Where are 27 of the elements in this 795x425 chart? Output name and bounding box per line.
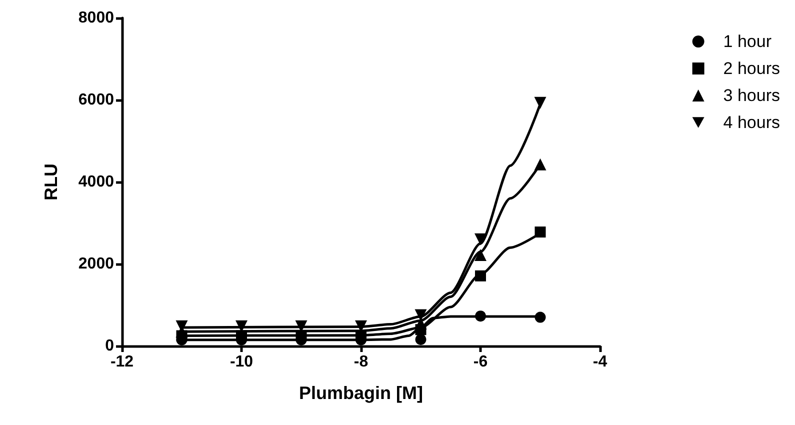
x-tick-label: -10 — [230, 354, 254, 370]
y-tick-label: 6000 — [78, 92, 114, 108]
point — [415, 334, 426, 345]
legend-label: 2 hours — [723, 59, 780, 78]
x-tick-label: -12 — [110, 354, 134, 370]
y-tick-label: 0 — [105, 338, 114, 354]
x-axis-title: Plumbagin [M] — [299, 383, 423, 403]
y-tick-label: 4000 — [78, 174, 114, 190]
legend-label: 1 hour — [723, 32, 772, 51]
legend-label: 4 hours — [723, 113, 780, 132]
y-tick-label: 2000 — [78, 256, 114, 272]
x-tick-label: -4 — [592, 354, 608, 370]
point — [534, 96, 546, 109]
y-tick-label: 8000 — [78, 10, 114, 26]
point — [534, 312, 546, 323]
point — [475, 270, 486, 282]
legend-label: 3 hours — [723, 86, 780, 105]
point — [534, 226, 546, 238]
x-tick-label: -6 — [473, 354, 488, 370]
x-tick-label: -8 — [354, 354, 368, 370]
point — [474, 233, 486, 246]
point — [534, 158, 546, 170]
point — [356, 330, 366, 342]
y-axis-title: RLU — [41, 164, 61, 200]
point — [475, 310, 486, 322]
point — [236, 330, 247, 342]
point — [474, 248, 486, 261]
